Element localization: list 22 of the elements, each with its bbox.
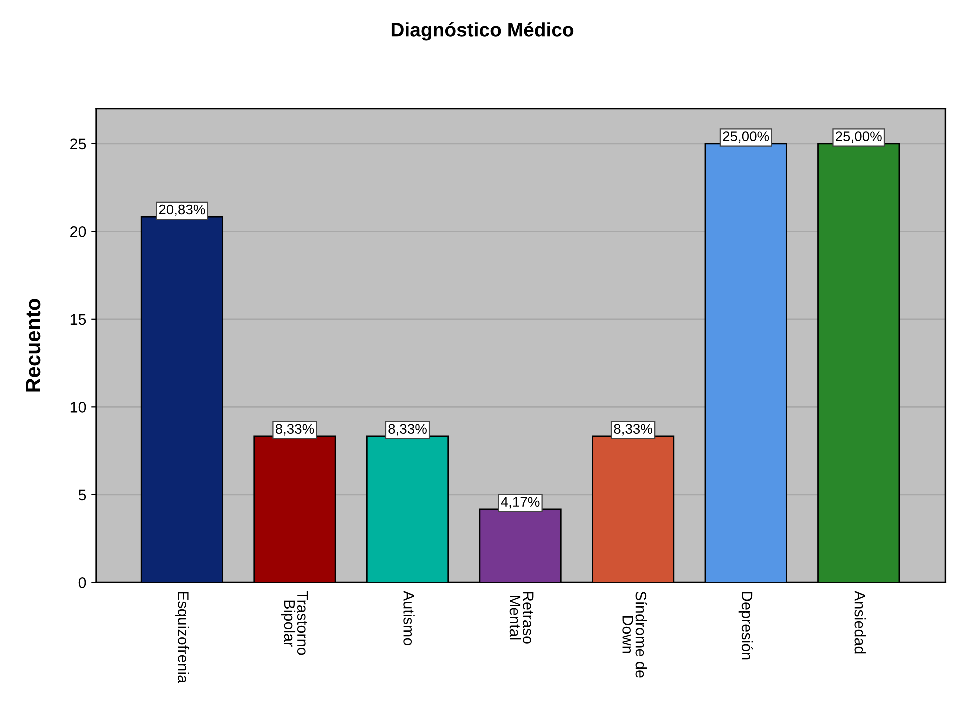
x-tick-label: Depresión (738, 592, 754, 660)
data-label: 25,00% (723, 132, 770, 144)
data-label: 8,33% (388, 424, 427, 436)
y-tick-label: 15 (70, 314, 86, 326)
x-tick-label: Esquizofrenia (175, 592, 190, 684)
data-label: 4,17% (501, 497, 540, 509)
y-tick-label: 25 (70, 138, 86, 150)
x-tick-label: Síndrome de Down (622, 592, 648, 678)
data-label: 20,83% (159, 204, 206, 216)
data-label: 8,33% (276, 424, 314, 436)
data-label: 25,00% (836, 132, 882, 144)
x-tick-label: Trastorno Bipolar (281, 591, 308, 656)
y-tick-label: 0 (78, 578, 86, 588)
x-tick-label: Ansiedad (854, 591, 866, 654)
y-tick-label: 10 (70, 402, 86, 413)
x-tick-label: Autismo (404, 591, 415, 646)
x-tick-label: Retraso Mental (510, 592, 534, 644)
y-tick-label: 20 (70, 226, 86, 238)
chart-title: Diagnóstico Médico (392, 22, 574, 41)
y-axis-title: Recuento (26, 299, 41, 392)
y-tick-label: 5 (78, 490, 86, 501)
data-label: 8,33% (614, 424, 653, 436)
